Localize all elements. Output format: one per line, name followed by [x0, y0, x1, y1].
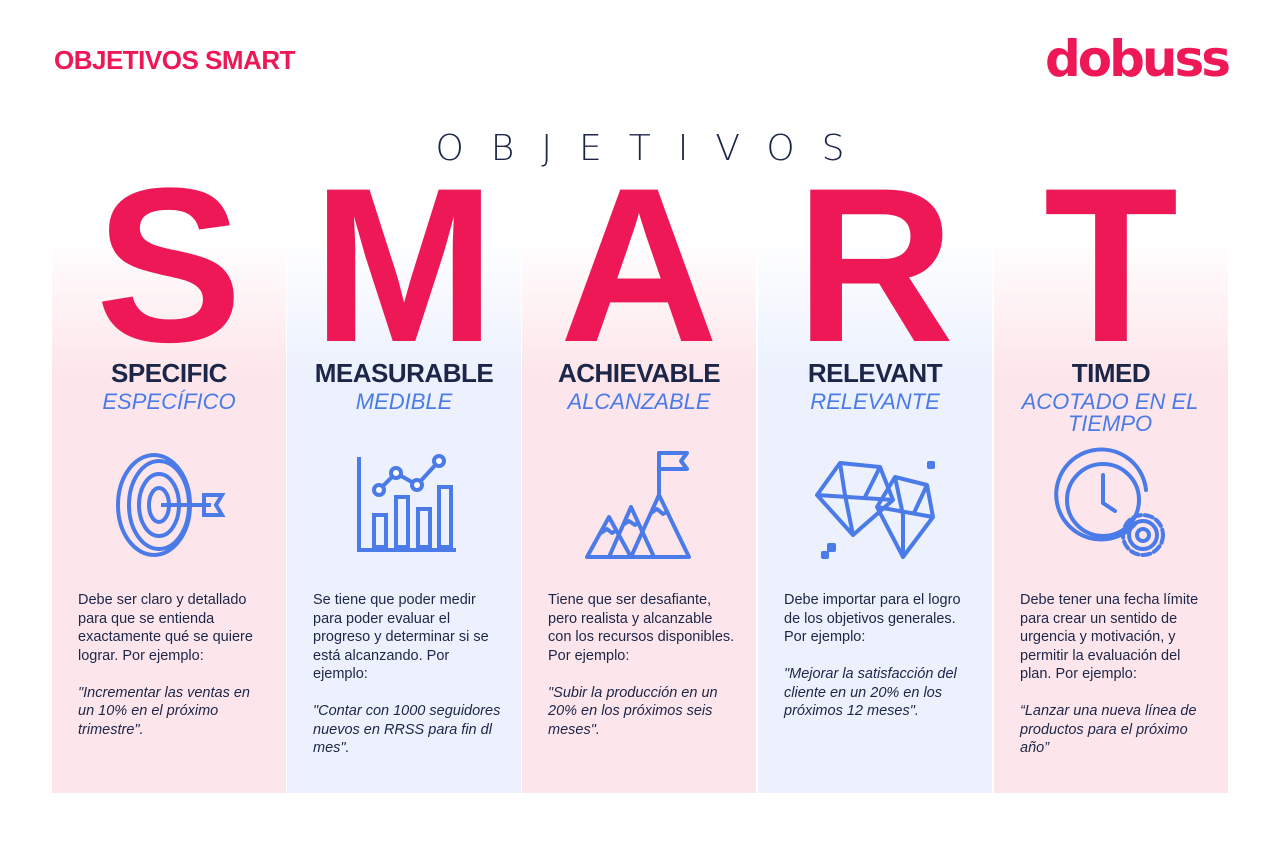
chart-icon — [357, 454, 456, 552]
column-description: Se tiene que poder medir para poder eval… — [313, 592, 489, 682]
target-icon — [116, 453, 226, 557]
column-name: MEASURABLE — [314, 358, 494, 388]
column-text: Debe ser claro y detallado para que se e… — [78, 591, 268, 739]
objetivos-heading: OBJETIVOS — [435, 128, 872, 169]
column-description: Tiene que ser desafiante, pero realista … — [548, 592, 735, 664]
column-name: ACHIEVABLE — [557, 358, 721, 388]
column-measurable: M MEASURABLE MEDIBLE Se tiene que poder … — [287, 155, 521, 793]
column-text: Debe importar para el logro de los objet… — [784, 591, 974, 721]
column-description: Debe tener una fecha límite para crear u… — [1020, 592, 1199, 682]
letter-m: M — [312, 142, 496, 388]
header-title: OBJETIVOS SMART — [54, 45, 295, 75]
column-example: "Subir la producción en un 20% en los pr… — [548, 684, 718, 738]
column-example: “Lanzar una nueva línea de productos par… — [1020, 703, 1197, 756]
column-name: TIMED — [1071, 358, 1151, 388]
column-example: "Mejorar la satisfacción del cliente en … — [784, 666, 957, 719]
column-subtitle: ESPECÍFICO — [102, 389, 236, 414]
column-subtitle: RELEVANTE — [810, 389, 940, 414]
column-achievable: A ACHIEVABLE ALCANZABLE Tiene que ser de… — [522, 155, 756, 793]
column-subtitle: ACOTADO EN EL TIEMPO — [1021, 389, 1199, 436]
column-description: Debe ser claro y detallado para que se e… — [78, 592, 253, 664]
column-example: "Incrementar las ventas en un 10% en el … — [78, 684, 250, 738]
diamond-icon — [815, 461, 935, 559]
column-name: SPECIFIC — [111, 358, 227, 388]
column-text: Tiene que ser desafiante, pero realista … — [548, 591, 738, 739]
column-text: Debe tener una fecha límite para crear u… — [1020, 591, 1210, 758]
letter-a: A — [559, 142, 719, 388]
mountain-flag-icon — [585, 451, 691, 559]
column-timed: T TIMED ACOTADO EN EL TIEMPO Debe tener … — [994, 155, 1228, 793]
letter-s: S — [95, 142, 243, 388]
column-description: Debe importar para el logro de los objet… — [784, 592, 961, 645]
column-subtitle: MEDIBLE — [355, 389, 453, 414]
dobuss-logo: dobuss — [1044, 30, 1231, 88]
column-specific: S SPECIFIC ESPECÍFICO Debe ser claro y d… — [52, 155, 286, 793]
letter-r: R — [795, 142, 955, 388]
column-name: RELEVANT — [807, 358, 943, 388]
clock-gear-icon — [1054, 447, 1165, 557]
column-subtitle: ALCANZABLE — [567, 389, 711, 414]
column-text: Se tiene que poder medir para poder eval… — [313, 591, 503, 758]
column-relevant: R RELEVANT RELEVANTE Debe importar para … — [758, 155, 992, 793]
letter-t: T — [1043, 142, 1179, 388]
column-example: "Contar con 1000 seguidores nuevos en RR… — [313, 703, 501, 756]
